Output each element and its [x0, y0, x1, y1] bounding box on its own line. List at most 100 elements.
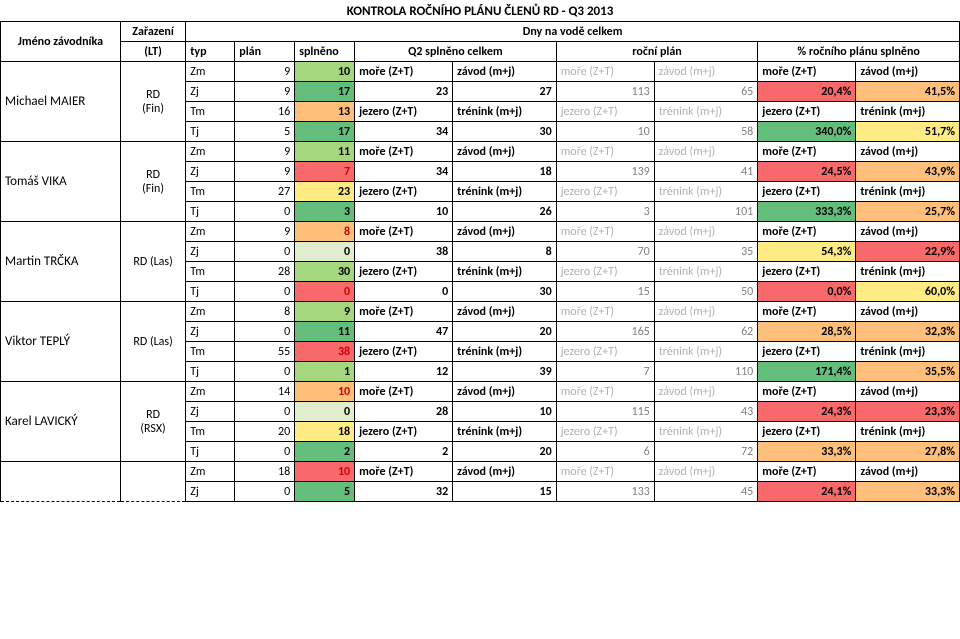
- cell-q2b: 20: [453, 322, 557, 342]
- cell-q2b: trénink (m+j): [453, 182, 557, 202]
- cell-ra: moře (Z+T): [556, 302, 654, 322]
- cell-pa: moře (Z+T): [758, 302, 856, 322]
- cell-pa: 54,3%: [758, 242, 856, 262]
- cell-plan: 9: [235, 82, 295, 102]
- cell-pb: trénink (m+j): [856, 342, 960, 362]
- cell-ra: 10: [556, 122, 654, 142]
- cell-pb: trénink (m+j): [856, 262, 960, 282]
- cell-q2a: moře (Z+T): [355, 382, 453, 402]
- cell-ra: 3: [556, 202, 654, 222]
- cell-splneno: 11: [295, 322, 355, 342]
- cell-rb: 35: [654, 242, 758, 262]
- cell-pb: 60,0%: [856, 282, 960, 302]
- cell-pa: moře (Z+T): [758, 142, 856, 162]
- cell-q2a: 0: [355, 282, 453, 302]
- cell-pb: 27,8%: [856, 442, 960, 462]
- cell-ra: jezero (Z+T): [556, 262, 654, 282]
- cell-pb: 25,7%: [856, 202, 960, 222]
- hdr-pct: % ročního plánu splněno: [758, 42, 960, 62]
- cell-pa: moře (Z+T): [758, 462, 856, 482]
- hdr-dny: Dny na vodě celkem: [186, 22, 960, 42]
- cell-pb: 35,5%: [856, 362, 960, 382]
- cell-splneno: 1: [295, 362, 355, 382]
- cell-q2a: moře (Z+T): [355, 462, 453, 482]
- cell-plan: 0: [235, 242, 295, 262]
- cell-rb: 62: [654, 322, 758, 342]
- cell-splneno: 8: [295, 222, 355, 242]
- cell-q2a: moře (Z+T): [355, 302, 453, 322]
- cell-typ: Zm: [186, 62, 235, 82]
- hdr-rocni: roční plán: [556, 42, 758, 62]
- cell-q2b: 18: [453, 162, 557, 182]
- cell-rb: závod (m+j): [654, 62, 758, 82]
- cell-plan: 20: [235, 422, 295, 442]
- cell-splneno: 18: [295, 422, 355, 442]
- cell-q2a: jezero (Z+T): [355, 102, 453, 122]
- cell-q2b: 30: [453, 282, 557, 302]
- cell-q2b: 8: [453, 242, 557, 262]
- cell-pb: závod (m+j): [856, 142, 960, 162]
- cell-splneno: 0: [295, 282, 355, 302]
- cell-plan: 9: [235, 142, 295, 162]
- cell-pa: 20,4%: [758, 82, 856, 102]
- cell-rb: 65: [654, 82, 758, 102]
- cell-ra: moře (Z+T): [556, 462, 654, 482]
- cell-typ: Tm: [186, 102, 235, 122]
- cell-pb: 23,3%: [856, 402, 960, 422]
- cell-rb: závod (m+j): [654, 302, 758, 322]
- cell-pb: trénink (m+j): [856, 422, 960, 442]
- cell-pa: jezero (Z+T): [758, 342, 856, 362]
- table-row: Michael MAIERRD(Fin)Zm910moře (Z+T)závod…: [1, 62, 960, 82]
- cell-q2a: 47: [355, 322, 453, 342]
- cell-pa: jezero (Z+T): [758, 422, 856, 442]
- cell-typ: Tm: [186, 262, 235, 282]
- cell-pb: 43,9%: [856, 162, 960, 182]
- cell-splneno: 30: [295, 262, 355, 282]
- cell-ra: 6: [556, 442, 654, 462]
- cell-q2b: 20: [453, 442, 557, 462]
- cell-typ: Zm: [186, 222, 235, 242]
- hdr-typ: typ: [186, 42, 235, 62]
- table-row: Karel LAVICKÝRD(RSX)Zm1410moře (Z+T)závo…: [1, 382, 960, 402]
- cell-plan: 0: [235, 482, 295, 502]
- cell-q2a: jezero (Z+T): [355, 262, 453, 282]
- cell-rb: 110: [654, 362, 758, 382]
- cell-typ: Zm: [186, 142, 235, 162]
- cell-plan: 9: [235, 222, 295, 242]
- cell-splneno: 17: [295, 122, 355, 142]
- cell-plan: 0: [235, 322, 295, 342]
- cell-q2b: závod (m+j): [453, 302, 557, 322]
- cell-typ: Zj: [186, 162, 235, 182]
- cell-ra: 133: [556, 482, 654, 502]
- cell-q2a: jezero (Z+T): [355, 182, 453, 202]
- cell-pa: 28,5%: [758, 322, 856, 342]
- cell-q2b: závod (m+j): [453, 142, 557, 162]
- cell-plan: 55: [235, 342, 295, 362]
- athlete-name: Tomáš VIKA: [1, 142, 121, 222]
- cell-pb: trénink (m+j): [856, 182, 960, 202]
- cell-ra: moře (Z+T): [556, 382, 654, 402]
- cell-pb: závod (m+j): [856, 222, 960, 242]
- athlete-name: Michael MAIER: [1, 62, 121, 142]
- cell-q2a: moře (Z+T): [355, 62, 453, 82]
- cell-ra: jezero (Z+T): [556, 102, 654, 122]
- cell-splneno: 0: [295, 242, 355, 262]
- cell-rb: 101: [654, 202, 758, 222]
- cell-ra: moře (Z+T): [556, 62, 654, 82]
- cell-typ: Tm: [186, 182, 235, 202]
- cell-q2b: 27: [453, 82, 557, 102]
- cell-typ: Tj: [186, 442, 235, 462]
- cell-ra: 7: [556, 362, 654, 382]
- cell-ra: 139: [556, 162, 654, 182]
- cell-typ: Tj: [186, 362, 235, 382]
- cell-plan: 0: [235, 282, 295, 302]
- cell-plan: 9: [235, 62, 295, 82]
- cell-pb: 32,3%: [856, 322, 960, 342]
- cell-plan: 0: [235, 442, 295, 462]
- cell-q2a: 10: [355, 202, 453, 222]
- cell-q2a: jezero (Z+T): [355, 422, 453, 442]
- cell-pa: moře (Z+T): [758, 222, 856, 242]
- cell-plan: 5: [235, 122, 295, 142]
- cell-q2b: 10: [453, 402, 557, 422]
- table-row: Martin TRČKARD (Las)Zm98moře (Z+T)závod …: [1, 222, 960, 242]
